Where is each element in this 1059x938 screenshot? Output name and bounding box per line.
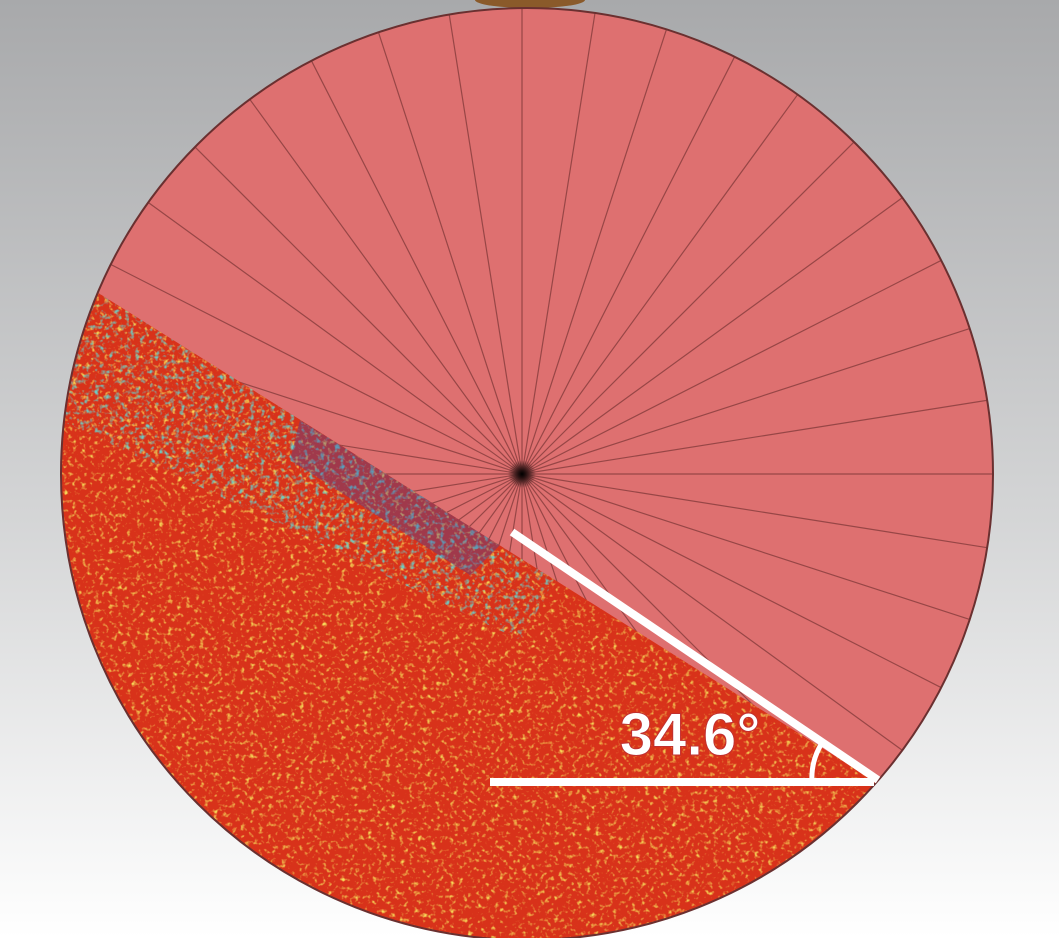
page: {"annotation": {"angle_label": "34.6°"}} <box>0 0 1059 938</box>
hub <box>508 460 536 488</box>
angle-label: 34.6° <box>620 701 761 768</box>
scene: 34.6° <box>0 0 1059 938</box>
